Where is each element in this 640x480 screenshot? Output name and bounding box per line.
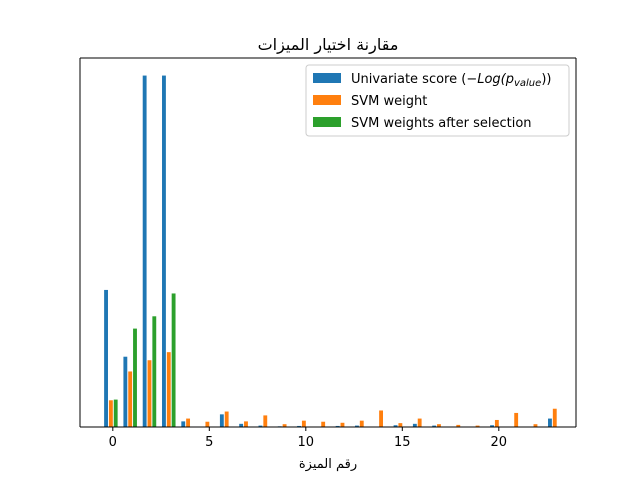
bar-series1-feature5 [205,421,210,427]
bar-series0-feature13 [355,425,359,427]
legend-label-series0: Univariate score (−Log(pvalue)) [351,72,551,89]
bar-series1-feature11 [321,421,326,427]
bar-series1-feature0 [108,400,113,427]
x-axis-label: رقم الميزة [299,457,357,472]
bar-series1-feature12 [340,422,345,427]
bar-series1-feature19 [475,425,480,427]
axes-layer [79,57,577,428]
bar-series0-feature16 [412,423,417,427]
x-tick-label: 20 [491,435,508,450]
bar-series1-feature22 [533,424,538,427]
bar-series0-feature4 [181,421,186,427]
bar-series1-feature17 [437,424,441,427]
bar-series1-feature15 [398,423,403,427]
bar-series2-feature2 [152,316,157,427]
bar-series2-feature0 [113,399,118,427]
bar-series1-feature4 [186,418,191,427]
x-tick-label: 0 [109,435,117,450]
bar-series1-feature6 [224,411,229,427]
bar-series1-feature13 [359,420,364,427]
bar-series1-feature8 [263,415,268,427]
bar-series1-feature21 [514,412,519,427]
bar-series0-feature10 [297,425,301,427]
legend-frame [305,64,570,137]
bar-series1-feature3 [166,352,171,427]
chart-title: مقارنة اختيار الميزات [258,35,399,55]
bar-series1-feature16 [417,418,422,427]
bar-series0-feature2 [142,75,147,427]
bar-series0-feature0 [104,289,108,427]
bar-series0-feature15 [393,425,398,427]
x-tick-label: 15 [394,435,411,450]
legend: Univariate score (−Log(pvalue)) SVM weigh… [305,64,570,137]
bar-series0-feature12 [335,425,340,427]
bar-series1-feature20 [494,419,499,427]
bar-series0-feature17 [432,425,437,427]
bars-layer [104,75,557,427]
bar-series1-feature2 [147,360,152,427]
bar-series0-feature8 [258,425,263,427]
legend-label-series2: SVM weights after selection [351,116,532,131]
bar-series1-feature7 [244,421,248,427]
bar-series1-feature9 [282,424,287,427]
bar-series0-feature1 [123,356,128,427]
legend-swatch-series2 [313,117,341,127]
bar-series1-feature1 [128,371,133,427]
legend-label-series1: SVM weight [351,94,427,109]
bar-series1-feature23 [552,408,557,427]
legend-swatch-series1 [313,95,341,105]
bar-series0-feature6 [219,414,224,427]
bar-series2-feature3 [171,293,176,427]
bar-series0-feature7 [239,423,244,427]
x-tick-label: 10 [298,435,315,450]
bar-series0-feature3 [162,75,166,427]
bar-series1-feature14 [379,410,383,427]
bar-series0-feature23 [548,418,552,427]
bar-series1-feature18 [456,424,461,427]
bar-series2-feature1 [133,328,137,427]
bar-series0-feature20 [490,425,494,427]
legend-swatch-series0 [313,73,341,83]
x-tick-label: 5 [205,435,213,450]
x-ticks: 0 5 10 15 20 [109,427,507,450]
bar-series1-feature10 [301,420,306,427]
